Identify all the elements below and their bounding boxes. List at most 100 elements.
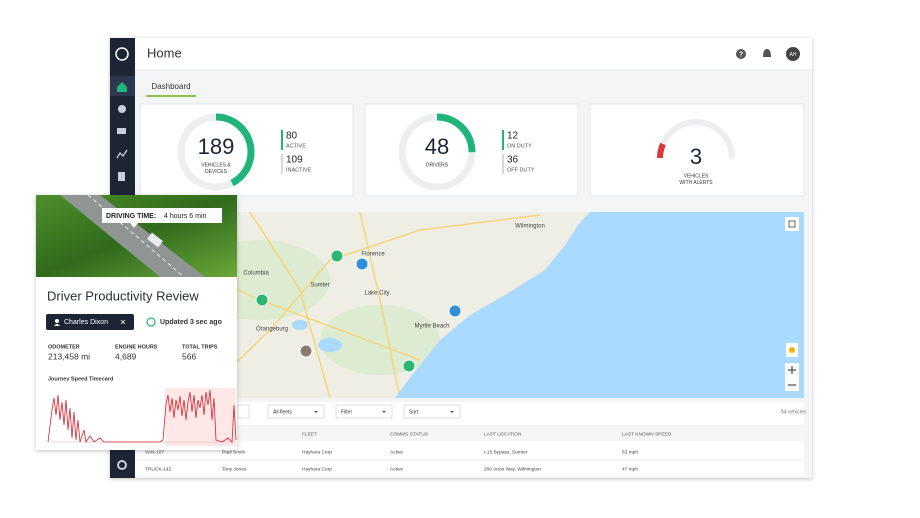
filter-dropdown[interactable]: [267, 404, 325, 419]
card-label: DEVICES: [205, 169, 228, 175]
speed-line: [47, 389, 237, 444]
stat-bar: [502, 130, 504, 150]
map-label: Columbia: [243, 271, 269, 277]
nav-docs[interactable]: [118, 172, 125, 181]
logo: [115, 47, 129, 61]
map-label: Florence: [361, 252, 385, 258]
vehicle-marker[interactable]: [448, 304, 462, 318]
table-cell: 200 Anon Way, Wilmington: [484, 466, 541, 472]
person-icon-body: [54, 324, 60, 326]
map-ocean: [395, 212, 804, 398]
vehicle-marker[interactable]: [330, 249, 344, 263]
notifications[interactable]: [763, 49, 771, 57]
gauge-track: [657, 119, 735, 159]
fullscreen-button[interactable]: [785, 217, 799, 231]
help-button[interactable]: [736, 49, 746, 59]
tab[interactable]: Dashboard: [151, 82, 190, 91]
stat-label: ACTIVE: [286, 143, 306, 149]
photo-road: [60, 195, 205, 277]
stat-value: 12: [507, 131, 519, 142]
table-cell: Paul Smith: [222, 449, 246, 455]
table-cell: Tony Jones: [222, 466, 247, 472]
photo-truck: [147, 232, 163, 248]
vehicle-marker[interactable]: [299, 344, 313, 358]
stat-value: 36: [507, 155, 519, 166]
stat-label: TOTAL TRIPS: [182, 344, 218, 350]
tooltip-label: DRIVING TIME:: [106, 213, 156, 220]
updated: Updated 3 sec ago: [160, 319, 222, 326]
stat-bar: [502, 154, 504, 174]
filter-dropdown[interactable]: [335, 404, 393, 419]
home-icon: [117, 82, 127, 92]
table-cell: 47 mph: [622, 466, 638, 472]
stat-label: ODOMETER: [48, 344, 80, 350]
vehicle-count: 54 vehicles: [781, 409, 807, 415]
map-label: Sumter: [310, 283, 329, 289]
table-header: [135, 425, 804, 441]
chart-highlight: [165, 388, 236, 446]
filter-dropdown[interactable]: [403, 404, 461, 419]
stat-value: 213,458 mi: [48, 351, 90, 361]
map-lake: [292, 320, 308, 330]
table-cell: I-15 Bypass, Sumter: [484, 449, 528, 455]
column-header: FLEET: [302, 431, 317, 437]
map-label: Myrtle Beach: [414, 324, 449, 330]
dropdown-caret: [314, 411, 318, 413]
map-label: Wilmington: [515, 224, 545, 230]
page-title: Home: [147, 45, 182, 60]
stat-label: ENGINE HOURS: [115, 344, 158, 350]
card-title: Driver Productivity Review: [47, 288, 199, 303]
map-roads: [149, 212, 541, 398]
map[interactable]: [135, 212, 804, 398]
tab-underline: [146, 95, 196, 97]
stat-value: 4,689: [115, 351, 137, 361]
nav-settings[interactable]: [117, 460, 127, 470]
clock-icon: [146, 317, 156, 327]
stat-bar: [281, 154, 283, 174]
nav-reports[interactable]: [116, 149, 128, 159]
table-cell: Hayhara Corp: [302, 466, 332, 472]
column-header: COMMS STATUS: [390, 431, 428, 437]
avatar[interactable]: [786, 47, 800, 61]
driver-chip[interactable]: [46, 314, 134, 330]
nav-messages[interactable]: [117, 128, 126, 134]
driver-name: Charles Dixon: [64, 319, 108, 326]
tooltip: [102, 208, 222, 223]
tooltip-arrow: [130, 223, 138, 228]
table-cell: Active: [390, 466, 403, 472]
person-icon: [55, 319, 59, 323]
nav-globe[interactable]: [118, 105, 126, 113]
avatar-initials: AH: [790, 52, 797, 58]
pegman: [789, 347, 795, 353]
donut-arc: [398, 113, 476, 191]
card-value: 48: [425, 134, 449, 159]
card-value: 3: [690, 144, 702, 169]
stat-value: 566: [182, 351, 196, 361]
search-box[interactable]: [236, 404, 250, 419]
column-header: LAST LOCATION: [484, 431, 522, 437]
chip-close[interactable]: [120, 319, 126, 325]
table-cell: 63 mph: [622, 449, 638, 455]
vehicle-marker[interactable]: [355, 257, 369, 271]
gauge-alert: [657, 142, 666, 159]
card-label: WITH ALERTS: [679, 180, 713, 186]
table-cell: TRUCK-142: [145, 466, 171, 472]
map-lake: [318, 338, 342, 352]
donut-arc: [177, 113, 255, 191]
card-label: VEHICLES &: [201, 162, 231, 168]
vehicle-marker[interactable]: [402, 359, 416, 373]
map-forest: [320, 305, 440, 375]
chart-title: Journey Speed Timecard: [48, 376, 113, 382]
stat-label: ON DUTY: [507, 143, 532, 149]
filter-label: Filter: [341, 409, 352, 415]
fullscreen-icon: [788, 220, 796, 228]
vehicle-marker[interactable]: [255, 293, 269, 307]
stat-value: 80: [286, 131, 298, 142]
card-label: DRIVERS: [426, 162, 449, 168]
tooltip-value: 4 hours 6 min: [164, 213, 207, 220]
zoom-icons: [788, 366, 796, 386]
card-label: VEHICLES: [684, 173, 709, 179]
help-icon: ?: [739, 51, 743, 58]
card: [139, 103, 354, 197]
